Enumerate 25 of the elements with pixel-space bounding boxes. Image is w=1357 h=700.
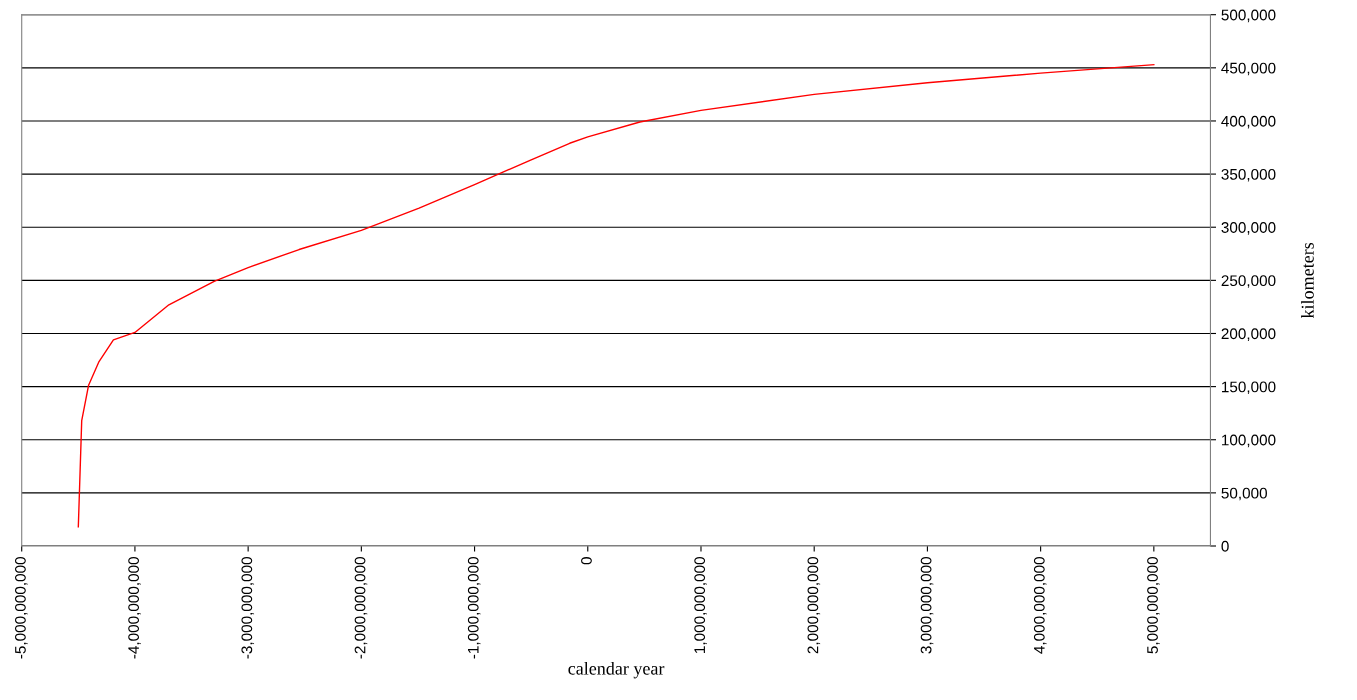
y-tick-label: 500,000 [1221,9,1276,23]
x-tick-label: -1,000,000,000 [467,557,481,659]
y-tick-label: 450,000 [1221,62,1276,76]
y-tick-label: 50,000 [1221,487,1267,501]
x-tick-label: -5,000,000,000 [14,557,28,659]
y-tick-label: 300,000 [1221,222,1276,235]
x-tick-label: -2,000,000,000 [354,557,368,659]
x-tick-label: 0 [581,557,592,565]
x-tick-label: 5,000,000,000 [1147,557,1160,654]
x-tick-label: -4,000,000,000 [128,557,141,659]
x-tick-label: 2,000,000,000 [807,557,821,654]
y-tick-label: 200,000 [1221,328,1276,341]
x-tick-label: 4,000,000,000 [1033,557,1047,654]
y-tick-label: 400,000 [1221,115,1276,129]
x-tick-label: -3,000,000,000 [241,557,255,659]
y-tick-label: 0 [1221,540,1229,552]
x-tick-label: 1,000,000,000 [694,557,707,653]
y-tick-label: 350,000 [1221,168,1276,182]
x-tick-label: 3,000,000,000 [920,557,934,654]
y-axis-title: kilometers [1301,242,1314,319]
y-tick-label: 250,000 [1221,275,1276,288]
y-tick-label: 100,000 [1222,434,1276,448]
line-series [77,63,1155,528]
y-tick-label: 150,000 [1222,381,1276,395]
x-axis-title: calendar year [568,661,665,679]
